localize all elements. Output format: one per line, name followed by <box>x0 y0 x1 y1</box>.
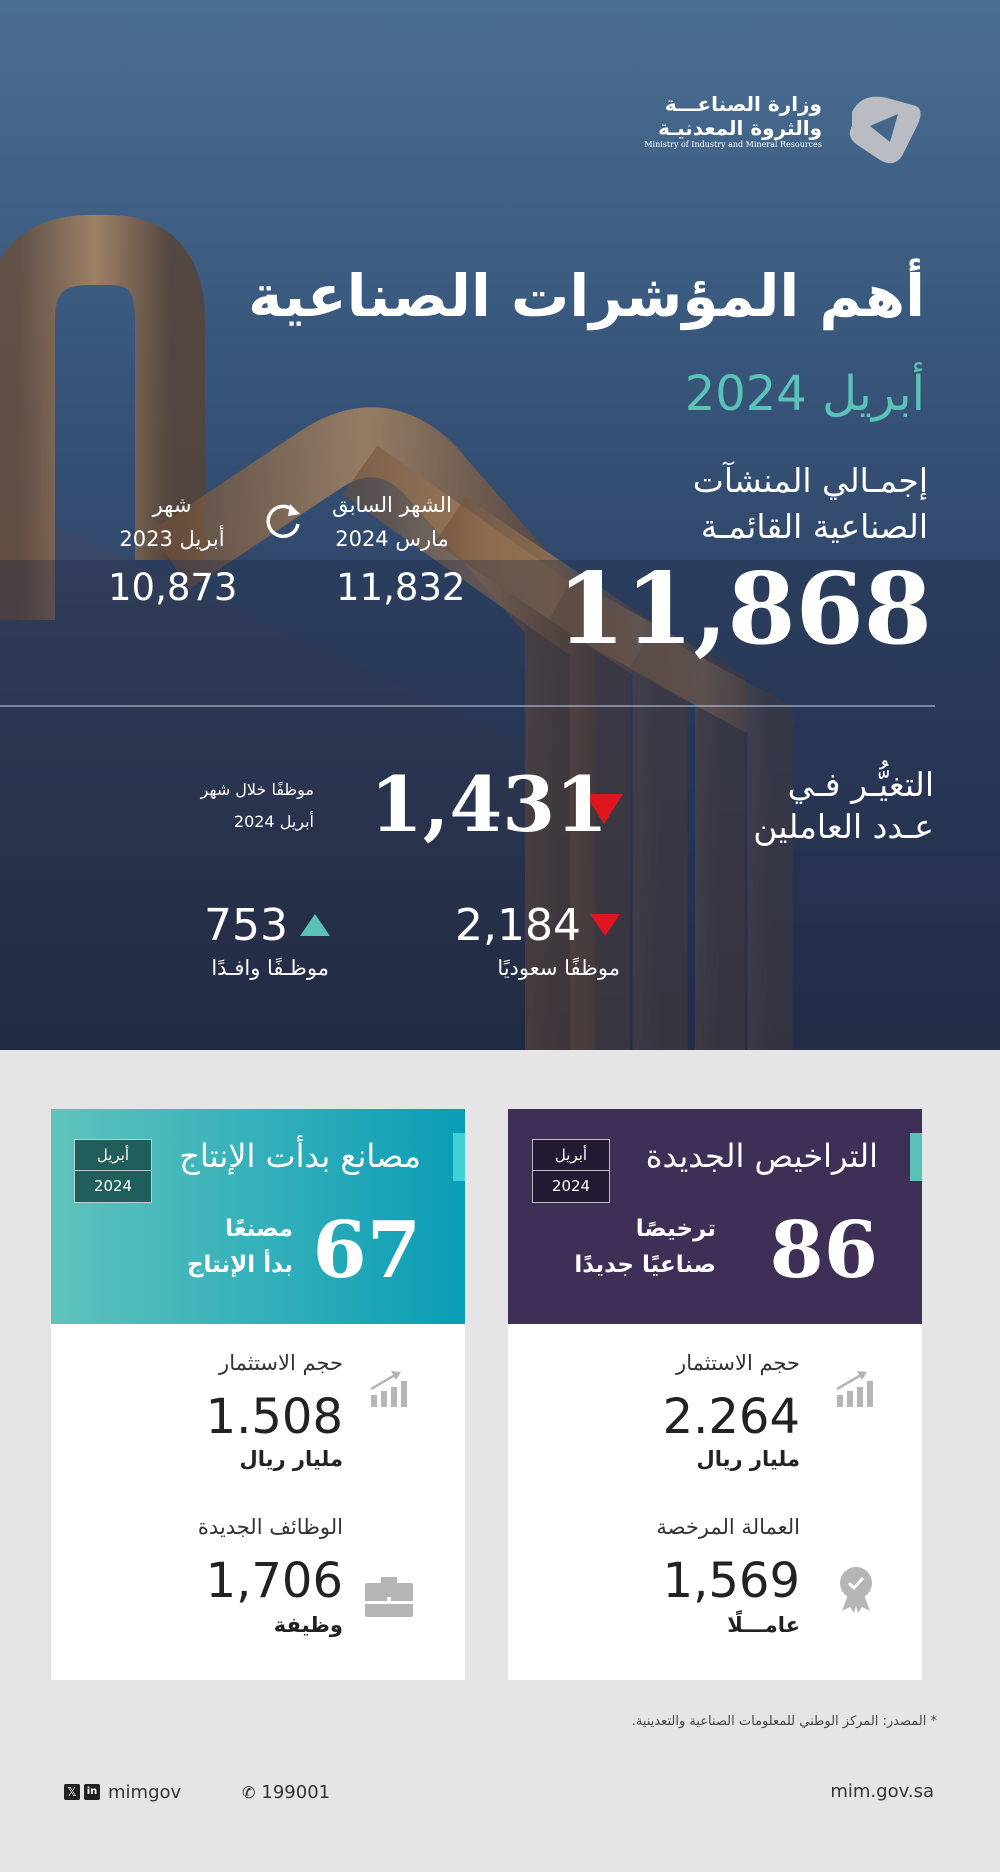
phone-number[interactable]: 199001 <box>261 1781 331 1803</box>
factories-investment-label: حجم الاستثمار <box>219 1351 343 1375</box>
licenses-date-box: أبريل 2024 <box>532 1139 610 1203</box>
page-title: أهم المؤشرات الصناعية <box>248 262 925 330</box>
factories-title: مصانع بدأت الإنتاج <box>179 1137 421 1175</box>
facilities-label: إجمـالي المنشآت الصناعية القائمـة <box>693 458 928 550</box>
saudi-decrease-triangle-icon <box>590 914 620 936</box>
factories-started-card: مصانع بدأت الإنتاج أبريل 2024 67 مصنعًا … <box>51 1109 465 1680</box>
licenses-count-label: ترخيصًا صناعيًا جديدًا <box>574 1211 716 1283</box>
certified-badge-icon <box>840 1567 872 1613</box>
facilities-total-value: 11,868 <box>556 552 932 667</box>
linkedin-icon[interactable]: in <box>84 1784 100 1800</box>
social-links[interactable]: 𝕏 in mimgov <box>64 1780 181 1804</box>
website-link[interactable]: mim.gov.sa <box>830 1781 934 1802</box>
expat-employees-value: 753 <box>204 900 288 951</box>
factories-count: 67 <box>312 1205 421 1296</box>
employment-label: التغيُّـر فـي عـدد العاملين <box>753 764 934 848</box>
licensed-workforce-value: 1,569 <box>662 1553 800 1609</box>
source-note: * المصدر: المركز الوطني للمعلومات الصناع… <box>631 1714 937 1729</box>
background-pipes-image <box>0 215 1000 1050</box>
facilities-label-line2: الصناعية القائمـة <box>700 507 928 546</box>
date-year: 2024 <box>93 1177 133 1195</box>
phone-icon: ✆ <box>242 1782 256 1802</box>
factories-count-label: مصنعًا بدأ الإنتاج <box>187 1211 293 1283</box>
employment-note-line1: موظفًا خلال شهر <box>200 780 314 799</box>
growth-chart-icon <box>836 1371 873 1407</box>
licenses-investment-label: حجم الاستثمار <box>676 1351 800 1375</box>
last-year-value: 10,873 <box>108 566 238 609</box>
employment-change-value: 1,431 <box>370 760 608 849</box>
briefcase-icon <box>365 1577 413 1617</box>
licenses-count: 86 <box>769 1205 878 1296</box>
growth-chart-icon <box>370 1371 407 1407</box>
previous-month-value: 11,832 <box>336 566 466 609</box>
licensed-workforce-label: العمالة المرخصة <box>656 1515 800 1539</box>
decrease-triangle-icon <box>585 794 623 824</box>
date-year: 2024 <box>551 1177 591 1195</box>
last-year-label: شهر <box>152 493 192 517</box>
expat-employees-label: موظـفًا وافـدًا <box>211 956 329 980</box>
employment-label-line1: التغيُّـر فـي <box>787 765 934 804</box>
refresh-icon <box>266 504 300 539</box>
ministry-logo-text: وزارة الصناعـــة والثروة المعدنيـة Minis… <box>562 92 822 149</box>
new-licenses-card: التراخيص الجديدة أبريل 2024 86 ترخيصًا ص… <box>508 1109 922 1680</box>
expat-increase-triangle-icon <box>300 914 330 936</box>
factories-card-header: مصانع بدأت الإنتاج أبريل 2024 67 مصنعًا … <box>51 1109 465 1324</box>
phone-contact[interactable]: ✆ 199001 <box>242 1780 330 1804</box>
employment-note-line2: أبريل 2024 <box>233 812 314 831</box>
factories-investment-value: 1.508 <box>205 1389 343 1445</box>
social-handle[interactable]: mimgov <box>108 1781 182 1803</box>
licenses-label-line1: ترخيصًا <box>635 1216 716 1242</box>
last-year-period: أبريل 2023 <box>119 527 225 551</box>
licenses-investment-value: 2.264 <box>662 1389 800 1445</box>
factories-investment-unit: مليار ريال <box>239 1447 343 1471</box>
licenses-label-line2: صناعيًا جديدًا <box>574 1252 716 1278</box>
licenses-card-header: التراخيص الجديدة أبريل 2024 86 ترخيصًا ص… <box>508 1109 922 1324</box>
licensed-workforce-unit: عامـــلًا <box>727 1613 800 1637</box>
saudi-employees-label: موظفًا سعوديًا <box>497 956 620 980</box>
factories-label-line2: بدأ الإنتاج <box>186 1252 293 1278</box>
divider <box>0 705 935 707</box>
facilities-label-line1: إجمـالي المنشآت <box>692 461 928 500</box>
licenses-investment-unit: مليار ريال <box>696 1447 800 1471</box>
new-jobs-value: 1,706 <box>205 1553 343 1609</box>
new-jobs-label: الوظائف الجديدة <box>197 1515 343 1539</box>
previous-month-block: الشهر السابق مارس 2024 <box>327 488 457 556</box>
saudi-employees-value: 2,184 <box>455 900 581 951</box>
employment-note: موظفًا خلال شهر أبريل 2024 <box>201 774 314 838</box>
hero-section: وزارة الصناعـــة والثروة المعدنيـة Minis… <box>0 0 1000 1050</box>
period-label: أبريل 2024 <box>684 366 925 422</box>
previous-month-label: الشهر السابق <box>332 493 452 517</box>
previous-month-period: مارس 2024 <box>335 527 449 551</box>
new-jobs-unit: وظيفة <box>273 1613 343 1637</box>
date-month: أبريل <box>533 1140 609 1171</box>
logo-ar-line2: والثروة المعدنيـة <box>658 116 822 140</box>
employment-label-line2: عـدد العاملين <box>753 807 934 846</box>
accent-bar <box>910 1133 922 1181</box>
factories-date-box: أبريل 2024 <box>74 1139 152 1203</box>
accent-bar <box>453 1133 465 1181</box>
date-month: أبريل <box>75 1140 151 1171</box>
ministry-logo-icon <box>849 96 921 164</box>
last-year-block: شهر أبريل 2023 <box>110 488 234 556</box>
x-icon[interactable]: 𝕏 <box>64 1784 80 1800</box>
licenses-title: التراخيص الجديدة <box>645 1137 878 1175</box>
logo-ar-line1: وزارة الصناعـــة <box>664 92 822 116</box>
factories-label-line1: مصنعًا <box>225 1216 293 1242</box>
logo-en: Ministry of Industry and Mineral Resourc… <box>644 140 822 149</box>
